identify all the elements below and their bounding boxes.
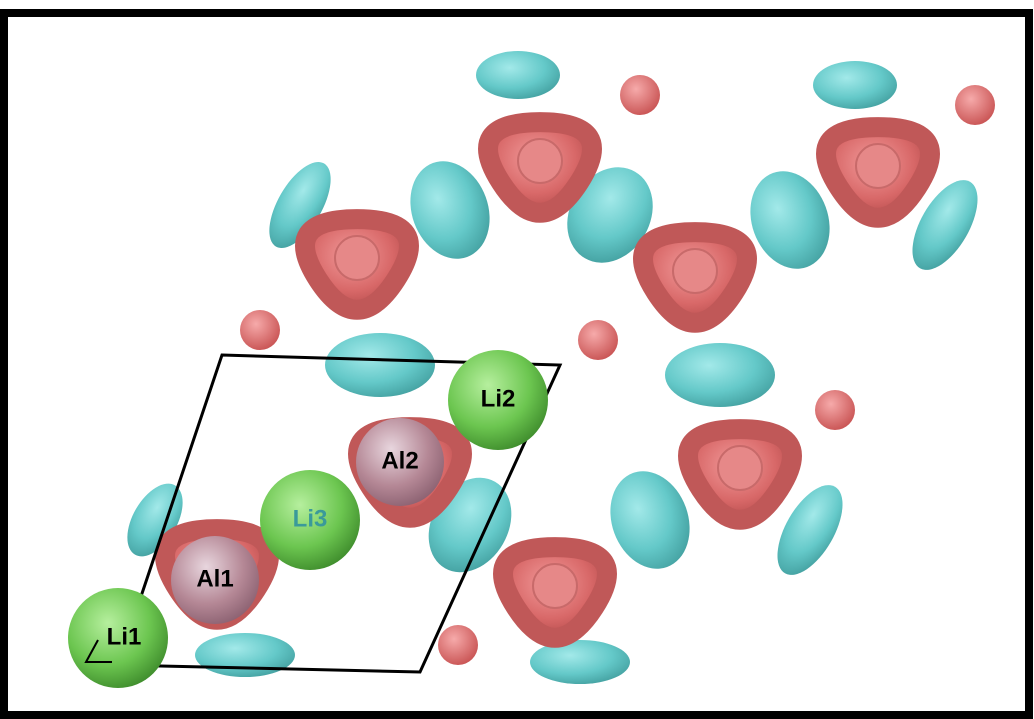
small-sphere <box>240 310 280 350</box>
lobe-core <box>533 564 577 608</box>
cyan-lobe <box>530 640 630 684</box>
structure-view: Li2 Al2 Li3 Al1 Li1 <box>0 0 1034 719</box>
lobe-core <box>673 249 717 293</box>
lobe-core <box>856 144 900 188</box>
atom-label: Al1 <box>196 565 233 592</box>
small-sphere <box>815 390 855 430</box>
small-sphere <box>438 625 478 665</box>
page: Li2Al2Li3Al1Li1 (() => { const data = JS… <box>0 0 1034 719</box>
cyan-lobe <box>476 51 560 99</box>
atom-label: Li2 <box>481 385 516 412</box>
atom-label: Li3 <box>293 505 328 532</box>
lobe-core <box>718 446 762 490</box>
lobe-core <box>335 236 379 280</box>
atom-label: Al2 <box>381 447 418 474</box>
cyan-lobe <box>195 633 295 677</box>
small-sphere <box>955 85 995 125</box>
atom-label: Li1 <box>107 623 142 650</box>
cyan-lobe <box>325 333 435 397</box>
cyan-lobe <box>665 343 775 407</box>
lobe-core <box>518 139 562 183</box>
cyan-lobe <box>813 61 897 109</box>
small-sphere <box>578 320 618 360</box>
small-sphere <box>620 75 660 115</box>
